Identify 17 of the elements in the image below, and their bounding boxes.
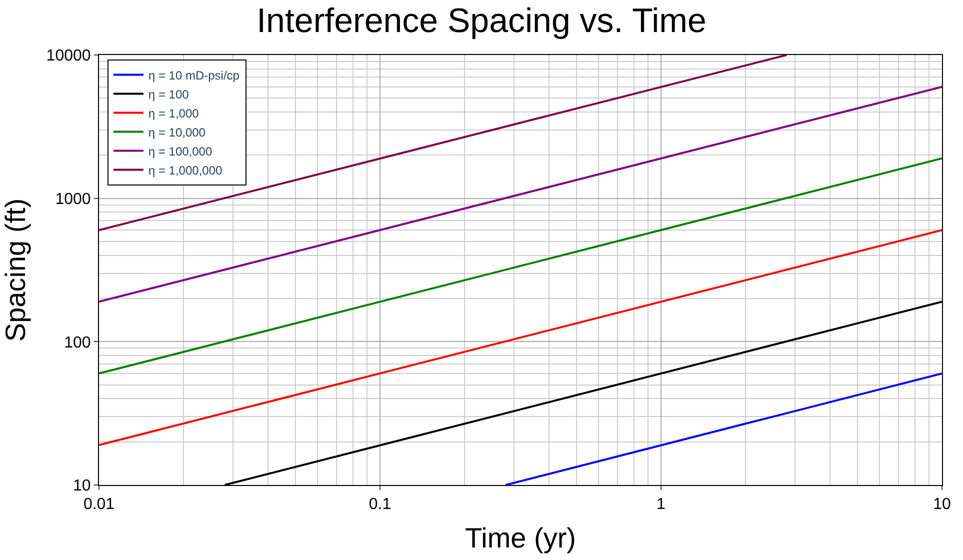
x-tick-label: 1 [656,496,666,514]
y-tick-label: 10000 [46,48,91,65]
x-axis-title: Time (yr) [465,522,576,554]
legend-label: η = 100,000 [148,144,212,158]
y-tick-label: 10 [73,478,91,495]
y-tick-label: 1000 [55,190,91,208]
legend-label: η = 10,000 [148,125,206,140]
legend-label: η = 100 [148,87,190,102]
x-tick-label: 0.01 [83,496,115,514]
x-tick-label: 10 [933,496,951,514]
legend-label: η = 1,000,000 [148,163,222,178]
legend-label: η = 1,000 [148,106,200,120]
x-tick-label: 0.1 [368,496,392,514]
y-axis-title: Spacing (ft) [0,198,31,342]
y-tick-label: 100 [64,334,91,352]
chart-title: Interference Spacing vs. Time [256,2,706,40]
legend-label: η = 10 mD-psi/cp [148,68,240,82]
